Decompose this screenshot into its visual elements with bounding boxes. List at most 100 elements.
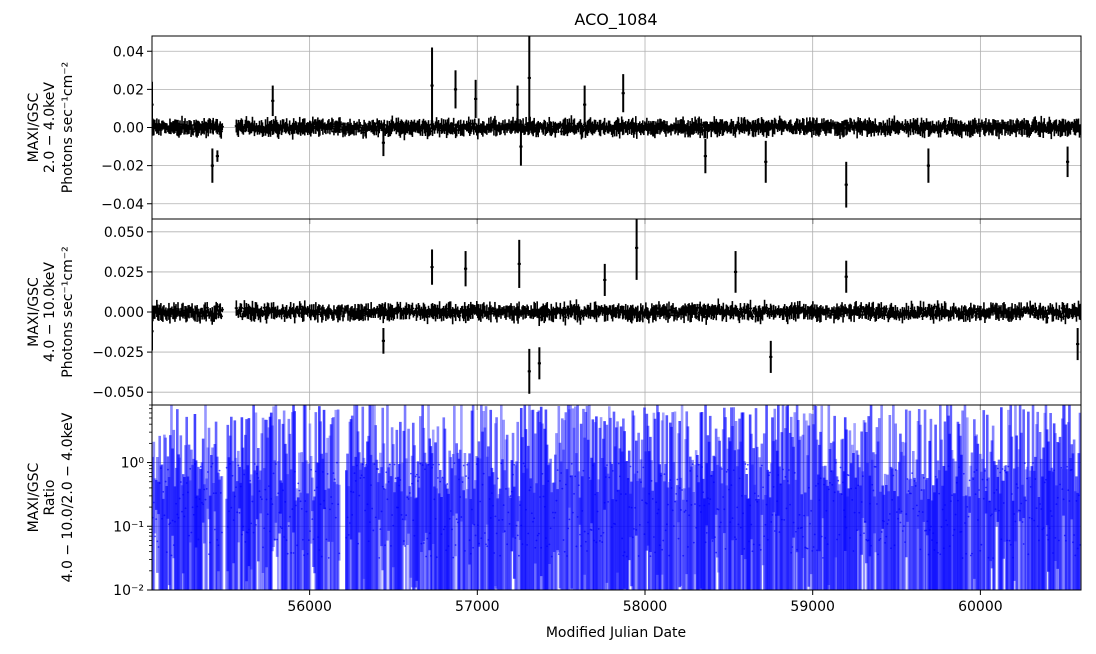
ratio-point bbox=[165, 551, 168, 554]
ratio-point bbox=[554, 511, 557, 514]
ratio-point bbox=[757, 495, 760, 497]
ratio-point bbox=[676, 478, 679, 481]
ratio-point bbox=[850, 487, 852, 490]
y-tick-label: −0.050 bbox=[92, 385, 144, 401]
ratio-point bbox=[525, 508, 527, 511]
y-tick-label: −0.04 bbox=[101, 197, 144, 213]
ratio-point bbox=[584, 540, 587, 543]
ratio-point bbox=[399, 479, 402, 481]
ratio-point bbox=[793, 471, 796, 474]
ratio-point bbox=[744, 463, 747, 465]
ratio-point bbox=[512, 473, 514, 476]
ratio-point bbox=[402, 540, 405, 542]
ratio-point bbox=[156, 540, 159, 543]
ratio-point bbox=[588, 477, 591, 479]
ratio-point bbox=[600, 534, 602, 537]
ratio-point bbox=[334, 516, 337, 519]
ratio-point bbox=[691, 463, 694, 466]
ratio-point bbox=[465, 475, 467, 478]
ratio-point bbox=[265, 498, 268, 501]
ratio-point bbox=[783, 519, 786, 521]
ratio-point bbox=[221, 531, 223, 534]
ratio-point bbox=[516, 534, 519, 537]
ratio-point bbox=[460, 516, 463, 518]
y-tick-label: 0.04 bbox=[113, 44, 144, 60]
y-axis-label-line: MAXI/GSC bbox=[26, 92, 42, 162]
ratio-point bbox=[249, 479, 251, 482]
ratio-point bbox=[861, 475, 864, 478]
ratio-point bbox=[769, 471, 772, 474]
ratio-point bbox=[461, 481, 464, 483]
ratio-point bbox=[231, 474, 234, 477]
ratio-point bbox=[782, 468, 784, 471]
ratio-point bbox=[410, 472, 412, 475]
ratio-point bbox=[211, 462, 214, 465]
data-layer bbox=[152, 36, 1081, 208]
ratio-point bbox=[493, 552, 496, 554]
ratio-point bbox=[576, 516, 579, 518]
ratio-point bbox=[577, 484, 580, 487]
ratio-point bbox=[255, 523, 257, 526]
ratio-point bbox=[629, 465, 632, 468]
ratio-point bbox=[169, 522, 172, 525]
ratio-point bbox=[527, 532, 530, 535]
ratio-point bbox=[541, 472, 544, 475]
ratio-point bbox=[431, 466, 433, 469]
ratio-point bbox=[299, 500, 302, 503]
ratio-point bbox=[499, 554, 502, 557]
ratio-point bbox=[596, 510, 599, 513]
ratio-point bbox=[833, 491, 836, 494]
ratio-point bbox=[466, 463, 469, 466]
ratio-point bbox=[417, 480, 419, 482]
ratio-point bbox=[337, 503, 340, 506]
ratio-point bbox=[718, 525, 721, 528]
ratio-point bbox=[643, 533, 646, 536]
ratio-point bbox=[434, 517, 437, 520]
ratio-point bbox=[242, 525, 244, 528]
ratio-point bbox=[404, 545, 406, 547]
ratio-point bbox=[414, 475, 417, 478]
ratio-point bbox=[694, 503, 696, 505]
ratio-point bbox=[432, 463, 435, 466]
ratio-point bbox=[501, 518, 504, 521]
ratio-point bbox=[293, 470, 296, 473]
ratio-point bbox=[715, 551, 718, 554]
ratio-point bbox=[513, 463, 516, 466]
ratio-point bbox=[865, 538, 868, 541]
ratio-point bbox=[446, 483, 449, 485]
ratio-point bbox=[275, 463, 277, 465]
ratio-point bbox=[733, 536, 736, 539]
ratio-point bbox=[532, 520, 534, 523]
ratio-point bbox=[203, 488, 206, 491]
ratio-point bbox=[678, 487, 681, 489]
ratio-point bbox=[568, 518, 571, 521]
ratio-point bbox=[863, 532, 865, 535]
ratio-point bbox=[440, 533, 443, 536]
ratio-point bbox=[155, 518, 158, 520]
ratio-point bbox=[408, 492, 411, 494]
ratio-point bbox=[259, 496, 262, 498]
ratio-point bbox=[327, 556, 330, 559]
ratio-point bbox=[760, 464, 763, 467]
ratio-point bbox=[839, 466, 842, 469]
ratio-point bbox=[391, 514, 394, 516]
ratio-point bbox=[704, 541, 707, 544]
ratio-point bbox=[641, 499, 644, 502]
ratio-point bbox=[330, 496, 332, 498]
ratio-point bbox=[190, 531, 193, 534]
y-tick-label: 0.000 bbox=[104, 305, 144, 321]
ratio-point bbox=[529, 486, 532, 489]
y-axis-label-line: 4.0 − 10.0keV bbox=[42, 262, 58, 362]
ratio-point bbox=[435, 556, 438, 559]
ratio-point bbox=[326, 472, 329, 475]
y-tick-label: 0.050 bbox=[104, 225, 144, 241]
ratio-point bbox=[763, 535, 766, 538]
ratio-point bbox=[745, 468, 748, 470]
ratio-point bbox=[791, 546, 794, 548]
ratio-point bbox=[810, 509, 813, 512]
ratio-point bbox=[285, 539, 288, 542]
ratio-point bbox=[260, 498, 263, 501]
ratio-point bbox=[721, 468, 723, 470]
ratio-point bbox=[872, 489, 875, 492]
ratio-point bbox=[372, 529, 375, 532]
